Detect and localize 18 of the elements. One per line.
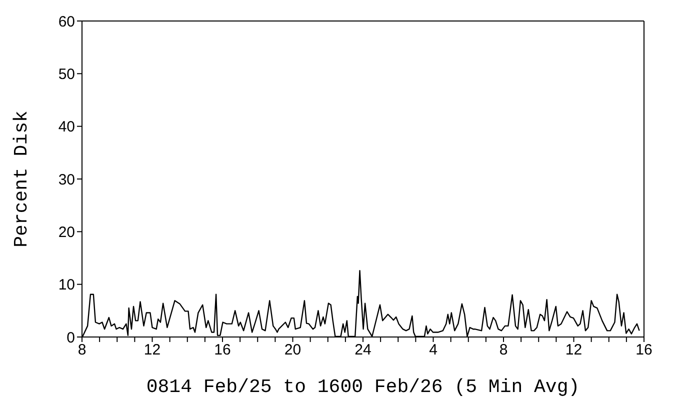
x-tick-label: 8 (78, 342, 86, 359)
x-tick-label: 16 (214, 342, 231, 359)
x-tick-label: 24 (354, 342, 372, 359)
x-tick-label: 16 (636, 342, 652, 359)
y-tick-label: 20 (58, 224, 75, 241)
x-tick-label: 20 (284, 342, 302, 359)
x-tick-label: 12 (565, 342, 582, 359)
x-tick-label: 4 (429, 342, 438, 359)
y-tick-label: 40 (58, 118, 75, 136)
y-tick-label: 60 (58, 13, 75, 30)
y-tick-label: 10 (58, 276, 75, 294)
y-tick-label: 30 (58, 171, 75, 188)
x-tick-label: 12 (144, 342, 161, 359)
x-axis-title: 0814 Feb/25 to 1600 Feb/26 (5 Min Avg) (146, 376, 580, 398)
y-tick-label: 0 (66, 329, 75, 346)
x-tick-label: 8 (499, 342, 508, 359)
y-tick-label: 50 (58, 66, 75, 83)
y-axis-title: Percent Disk (10, 110, 33, 248)
